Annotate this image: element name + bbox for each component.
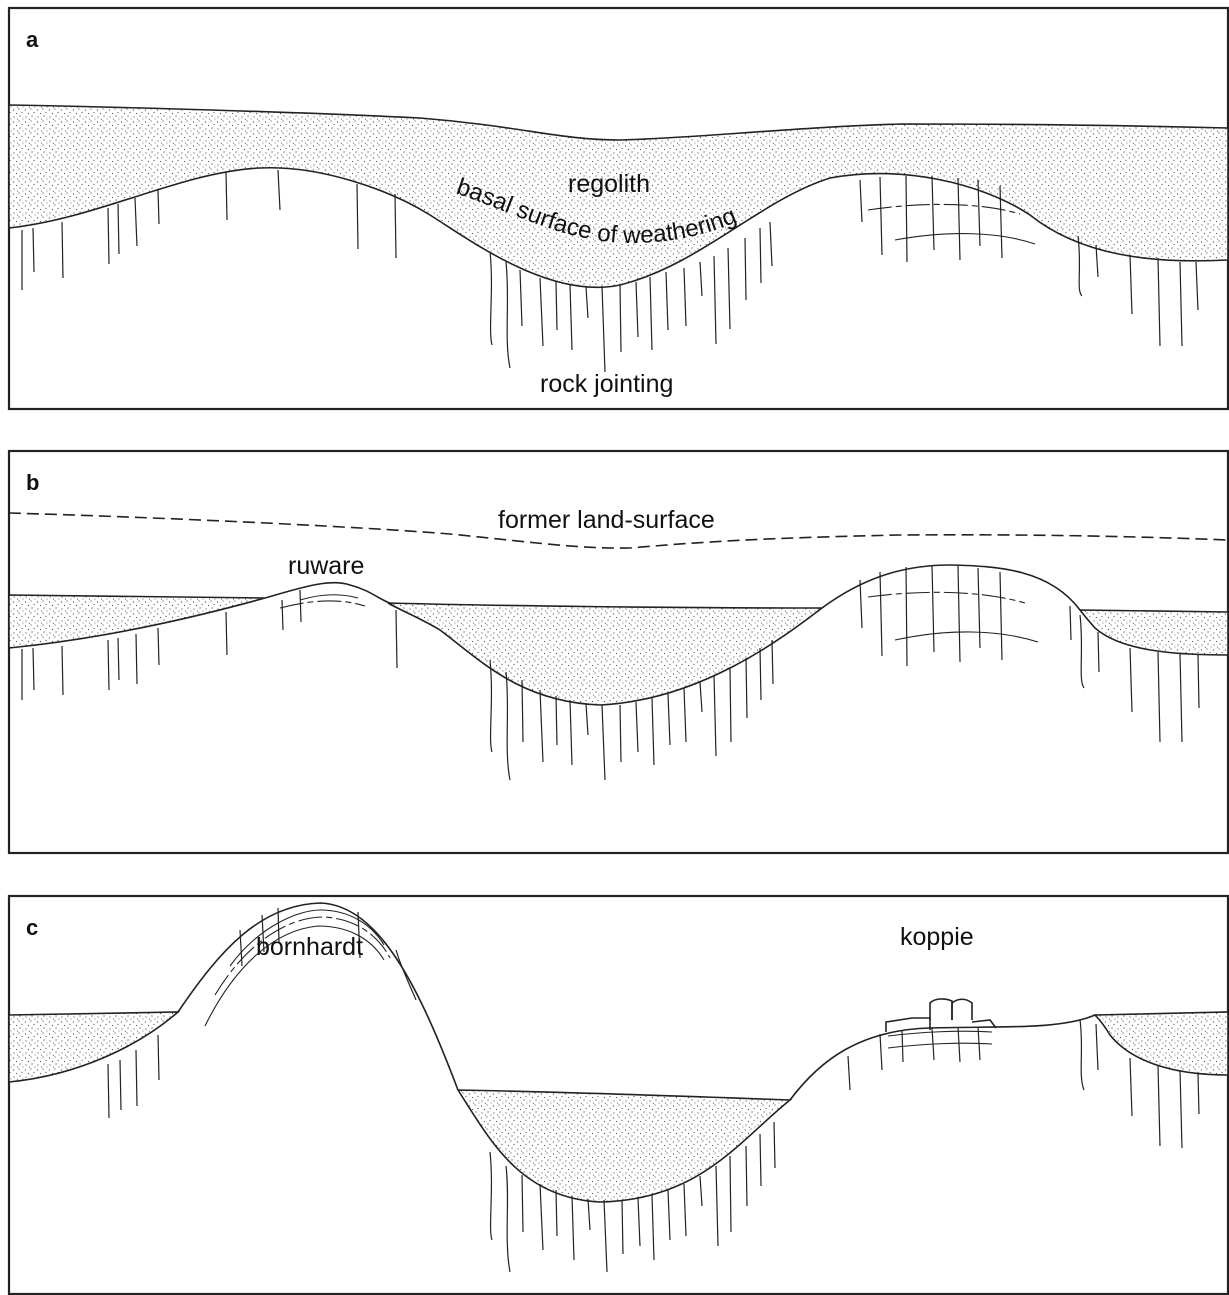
bornhardt-sheeting-joints (204, 909, 391, 1027)
ruware-outcrop (264, 581, 393, 605)
bornhardt-label: bornhardt (256, 933, 363, 961)
right-dome-b (821, 564, 1081, 611)
regolith-center-b (387, 602, 825, 706)
regolith-label: regolith (568, 170, 650, 198)
panel-c-letter: c (26, 915, 38, 940)
bornhardt-dome (177, 902, 459, 1091)
panel-b-joints (21, 564, 1200, 781)
panel-c: c (7, 894, 1229, 1295)
panel-c-joints (107, 907, 1200, 1273)
koppie-dome (789, 1014, 1096, 1101)
regolith-left-b (8, 594, 266, 649)
ruware-label: ruware (288, 552, 364, 580)
koppie-label: koppie (900, 923, 974, 951)
regolith-layer (8, 104, 1229, 289)
former-land-surface-line (8, 512, 1229, 549)
panel-b-sheeting-joints (279, 591, 1039, 643)
koppie-boulders (885, 998, 997, 1049)
regolith-left-c (8, 1011, 181, 1083)
panel-c-frame (7, 894, 1229, 1295)
panel-b: b (7, 449, 1229, 855)
former-land-surface-label: former land-surface (498, 506, 715, 534)
panel-a-sheeting-joints (867, 203, 1036, 245)
panel-b-letter: b (26, 470, 39, 495)
regolith-center-c (456, 1089, 793, 1203)
panel-a-letter: a (26, 27, 39, 52)
panel-a-joints (21, 169, 1199, 373)
panel-a: a (7, 6, 1229, 411)
rock-jointing-label: rock jointing (540, 370, 673, 398)
regolith-right-b (1078, 609, 1229, 656)
regolith-right-c (1093, 1011, 1229, 1076)
